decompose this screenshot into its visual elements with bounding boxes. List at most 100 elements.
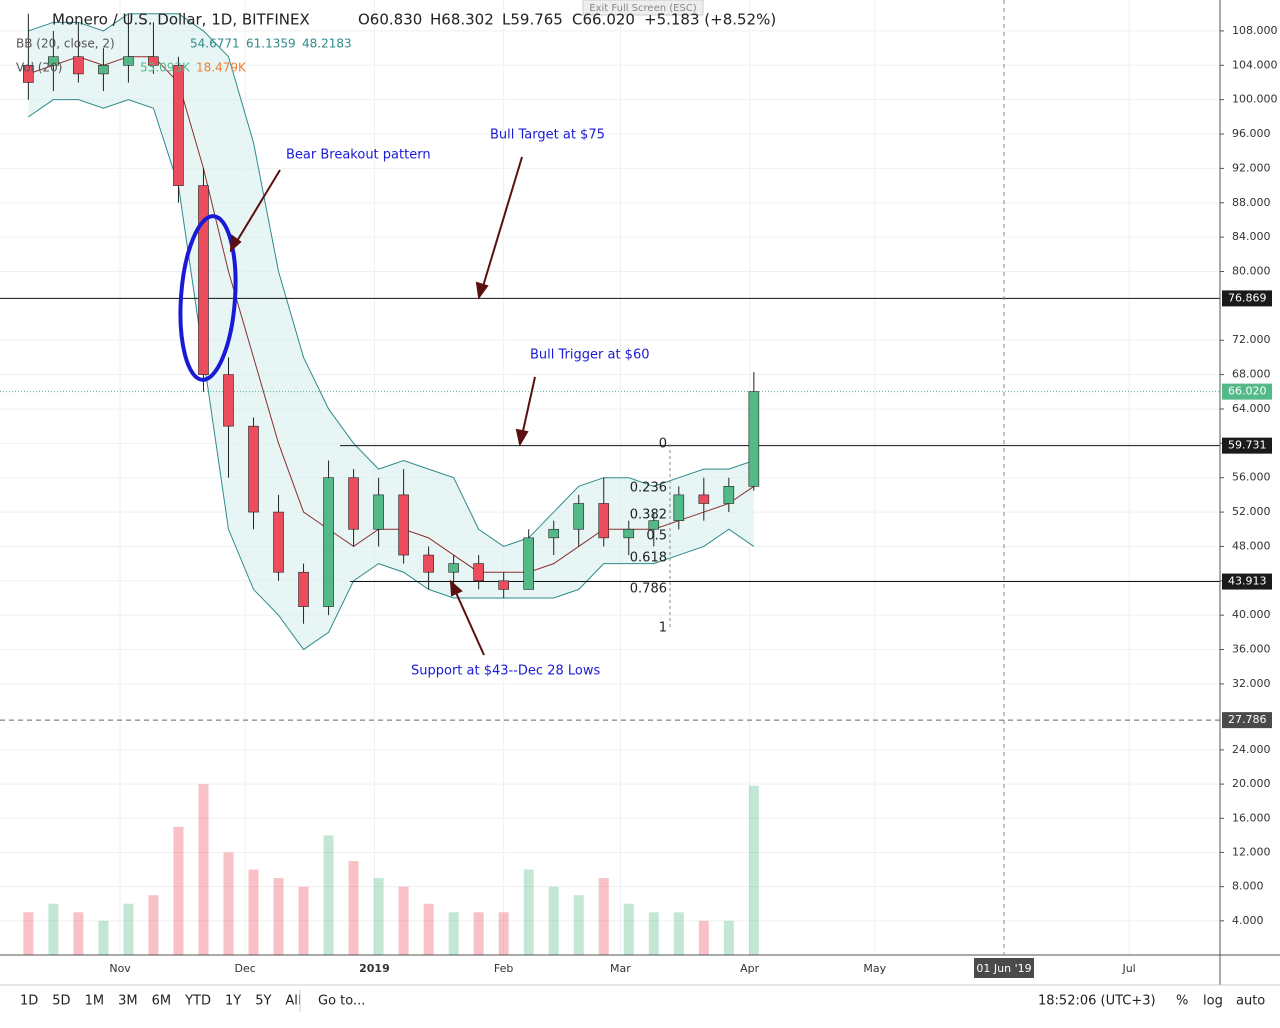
date-marker-label: 01 Jun '19 <box>976 962 1031 975</box>
band-area <box>28 13 754 650</box>
fib-label: 1 <box>659 621 667 636</box>
volume-bar <box>48 903 59 955</box>
y-tick-label: 92.000 <box>1232 161 1271 174</box>
y-tick-label: 52.000 <box>1232 505 1271 518</box>
bb-value: 54.6771 <box>190 37 240 51</box>
candle-body <box>248 425 259 513</box>
fib-label: 0.618 <box>630 551 667 566</box>
fib-label: 0 <box>659 437 667 452</box>
x-tick-label: Dec <box>235 962 256 975</box>
volume-bar <box>548 886 559 955</box>
candle-body <box>48 56 59 66</box>
candle-body <box>373 494 384 530</box>
x-tick-label: 2019 <box>359 962 390 975</box>
candle-body <box>398 494 409 556</box>
candle-body <box>273 511 284 573</box>
arrows <box>229 156 536 656</box>
y-tick-label: 64.000 <box>1232 402 1271 415</box>
scale-option[interactable]: % <box>1176 994 1188 1009</box>
range-button[interactable]: 5D <box>52 994 70 1009</box>
y-tick-label: 96.000 <box>1232 127 1271 140</box>
scale-option[interactable]: auto <box>1236 994 1265 1009</box>
candle-body <box>123 56 134 66</box>
volume-bar <box>648 912 659 955</box>
level-label: 43.913 <box>1228 575 1267 588</box>
y-tick-label: 88.000 <box>1232 196 1271 209</box>
exit-fullscreen[interactable]: Exit Full Screen (ESC) <box>589 3 697 14</box>
crosshair-label: 27.786 <box>1228 713 1267 726</box>
y-tick-label: 8.000 <box>1232 880 1264 893</box>
clock: 18:52:06 (UTC+3) <box>1038 994 1156 1009</box>
volume-bar <box>748 785 759 955</box>
x-tick-label: Apr <box>740 962 760 975</box>
range-button[interactable]: 5Y <box>255 994 271 1009</box>
last-price-label: 66.020 <box>1228 385 1267 398</box>
range-button[interactable]: All <box>285 994 301 1009</box>
candle-body <box>598 503 610 539</box>
crosshair-tag <box>1222 712 1272 729</box>
x-tick-label: Mar <box>610 962 631 975</box>
candle-body <box>498 580 509 590</box>
y-tick-label: 80.000 <box>1232 265 1271 278</box>
volume-bar <box>373 878 384 955</box>
volume-bar <box>98 920 109 955</box>
volume-bar <box>723 920 734 955</box>
volume-bar <box>473 912 484 955</box>
vol-value: 18.479K <box>196 61 247 75</box>
range-button[interactable]: 1M <box>85 994 105 1009</box>
symbol: Monero / U.S. Dollar, 1D, BITFINEX <box>52 11 310 29</box>
level-tag <box>1222 573 1272 590</box>
low: L59.765 <box>502 11 563 29</box>
y-tick-label: 104.000 <box>1232 58 1278 71</box>
bb-value: 61.1359 <box>246 37 296 51</box>
x-tick-label: Feb <box>494 962 513 975</box>
volume-bar <box>273 878 284 955</box>
scale-option[interactable]: log <box>1203 994 1223 1009</box>
goto-button[interactable]: Go to... <box>318 994 365 1009</box>
volume-bar <box>523 869 534 955</box>
annotation: Support at $43--Dec 28 Lows <box>411 664 600 679</box>
y-tick-label: 56.000 <box>1232 471 1271 484</box>
volume-bar <box>698 920 709 955</box>
volume-bar <box>148 895 159 955</box>
y-tick-label: 68.000 <box>1232 368 1271 381</box>
level-tag <box>1222 437 1272 454</box>
candle-body <box>148 56 159 66</box>
volume-bar <box>298 886 309 955</box>
candle-body <box>698 494 710 504</box>
volume-bar <box>598 878 609 955</box>
range-button[interactable]: 1D <box>20 994 38 1009</box>
candle-body <box>648 520 660 530</box>
y-tick-label: 16.000 <box>1232 811 1271 824</box>
candle-body <box>73 56 84 75</box>
y-tick-label: 100.000 <box>1232 93 1278 106</box>
range-button[interactable]: 6M <box>152 994 172 1009</box>
candle-body <box>98 64 109 75</box>
exit-box[interactable] <box>582 0 704 16</box>
candle-body <box>348 477 359 530</box>
volume-bar <box>398 886 409 955</box>
range-button[interactable]: 1Y <box>225 994 241 1009</box>
y-tick-label: 32.000 <box>1232 677 1271 690</box>
volume-bar <box>573 895 584 955</box>
candle-body <box>523 537 534 590</box>
candle-body <box>473 563 484 582</box>
fib-label: 0.236 <box>630 481 667 496</box>
volume-bar <box>173 826 184 955</box>
vol-label: Vol (20) <box>16 61 62 75</box>
range-button[interactable]: 3M <box>118 994 138 1009</box>
range-button[interactable]: YTD <box>184 994 211 1009</box>
y-tick-label: 4.000 <box>1232 914 1264 927</box>
volume-bar <box>23 912 34 955</box>
band-line <box>28 99 755 651</box>
y-tick-label: 84.000 <box>1232 230 1271 243</box>
bb-value: 48.2183 <box>302 37 352 51</box>
candle-body <box>748 391 760 487</box>
y-tick-label: 12.000 <box>1232 845 1271 858</box>
y-tick-label: 20.000 <box>1232 777 1271 790</box>
y-tick-label: 40.000 <box>1232 608 1271 621</box>
annotation: Bull Trigger at $60 <box>530 348 650 363</box>
y-tick-label: 36.000 <box>1232 643 1271 656</box>
candle-body <box>198 185 209 375</box>
